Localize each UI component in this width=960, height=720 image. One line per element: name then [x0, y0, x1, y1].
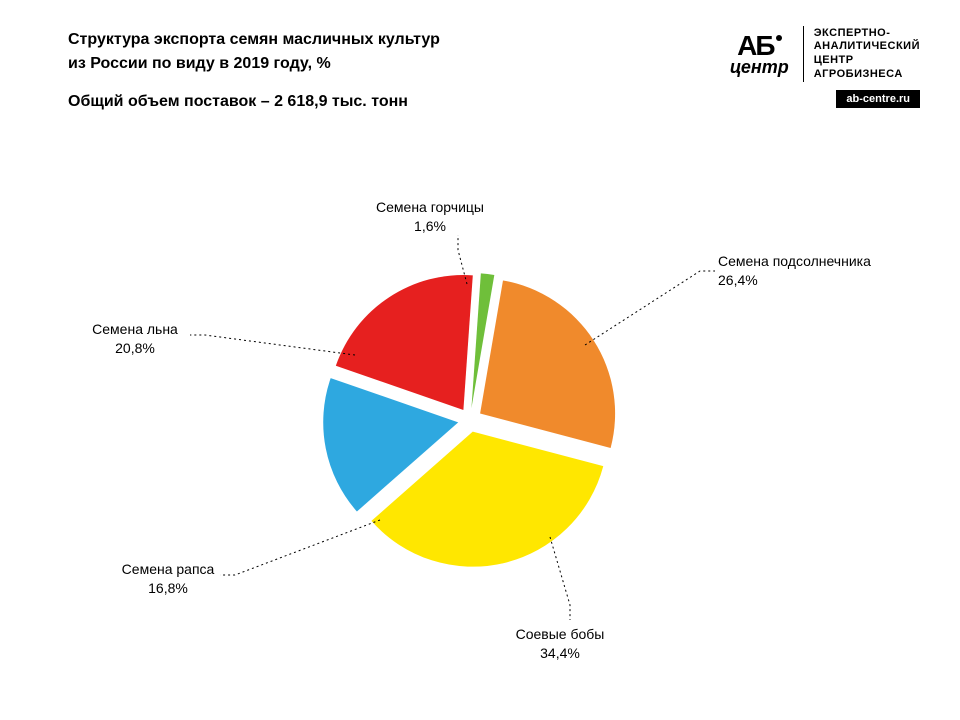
slice-label: Семена подсолнечника26,4% [718, 252, 871, 290]
leader-line [550, 537, 570, 620]
leader-line [220, 520, 380, 575]
leader-line [190, 335, 355, 355]
slice-label: Семена рапса16,8% [122, 560, 215, 598]
slice-label: Семена льна20,8% [92, 320, 178, 358]
slice-label: Семена горчицы1,6% [376, 198, 484, 236]
slice-label: Соевые бобы34,4% [516, 625, 605, 663]
pie-chart [0, 0, 960, 720]
leader-line [585, 271, 715, 345]
pie-slice [480, 280, 615, 448]
